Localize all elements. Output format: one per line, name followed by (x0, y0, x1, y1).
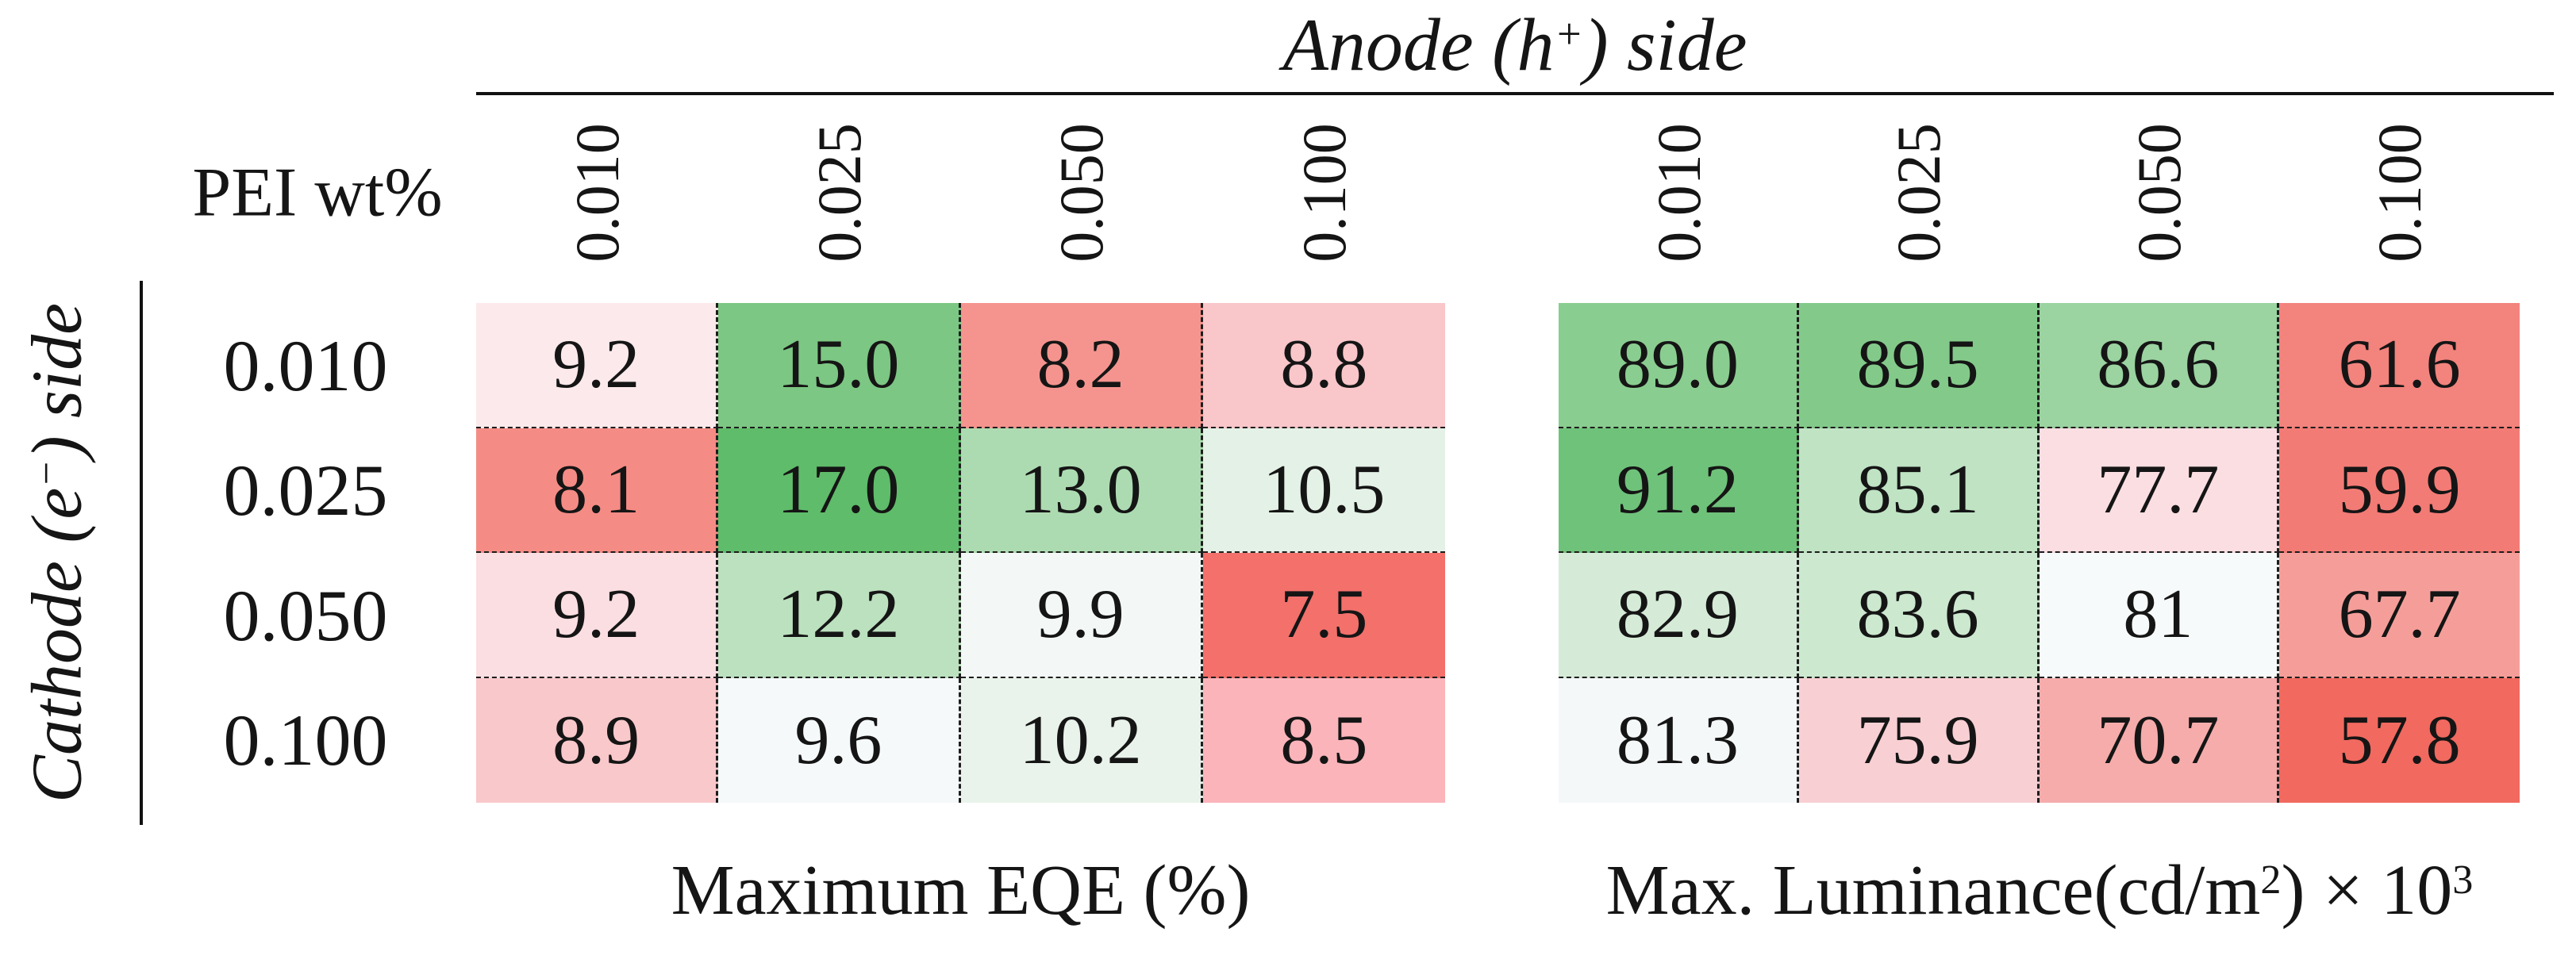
column-header-0.050: 0.050 (961, 113, 1203, 272)
heatmap-cell: 61.6 (2279, 303, 2520, 428)
heatmap-cell: 89.0 (1559, 303, 1799, 428)
superscript-text: + (1554, 9, 1584, 58)
column-header-0.100: 0.100 (1203, 113, 1445, 272)
column-header-label: 0.100 (2364, 123, 2434, 263)
row-header-0.010: 0.010 (223, 324, 388, 406)
row-header-0.025: 0.025 (223, 450, 388, 531)
right-heatmap-caption: Max. Luminance(cd/m2) × 103 (1540, 855, 2539, 926)
text-part: Cathode (e (17, 487, 97, 804)
heatmap-cell: 81 (2039, 553, 2280, 678)
heatmap-cell: 8.2 (960, 303, 1203, 428)
heatmap-cell: 8.5 (1202, 677, 1445, 803)
text-part: Anode (h (1282, 4, 1555, 86)
heatmap-cell: 70.7 (2039, 677, 2280, 803)
pei-wt-percent-label: PEI wt% (192, 154, 443, 232)
heatmap-cell: 91.2 (1559, 428, 1799, 553)
column-header-0.050: 0.050 (2040, 113, 2280, 272)
heatmap-cell: 83.6 (1798, 553, 2040, 678)
column-header-label: 0.025 (1884, 123, 1954, 263)
heatmap-cell: 9.9 (960, 553, 1203, 678)
left-heatmap-caption: Maximum EQE (%) (671, 851, 1251, 930)
heatmap-cell: 77.7 (2039, 428, 2280, 553)
heatmap-cell: 89.5 (1798, 303, 2040, 428)
heatmap-cell: 9.6 (718, 677, 961, 803)
text-part: ) × 10 (2281, 851, 2453, 930)
heatmap-cell: 9.2 (476, 303, 719, 428)
heatmap-cell: 9.2 (476, 553, 719, 678)
row-header-0.100: 0.100 (223, 700, 388, 781)
column-header-label: 0.010 (1644, 123, 1713, 263)
row-header-0.050: 0.050 (223, 574, 388, 656)
heatmap-cell: 17.0 (718, 428, 961, 553)
text-part: ) side (17, 302, 97, 460)
heatmap-cell: 8.1 (476, 428, 719, 553)
heatmap-cell: 13.0 (960, 428, 1203, 553)
heatmap-cell: 67.7 (2279, 553, 2520, 678)
heatmap-cell: 10.5 (1202, 428, 1445, 553)
superscript-text: − (23, 459, 70, 488)
heatmap-cell: 15.0 (718, 303, 961, 428)
anode-side-axis-title: Anode (h+) side (476, 6, 2554, 85)
superscript-text: 3 (2452, 856, 2474, 903)
heatmap-cell: 7.5 (1202, 553, 1445, 678)
heatmap-cell: 82.9 (1559, 553, 1799, 678)
top-axis-rule (476, 92, 2554, 95)
heatmap-cell: 12.2 (718, 553, 961, 678)
heatmap-eqe: 9.2 15.0 8.2 8.8 8.1 17.0 13.0 10.5 9.2 12.2 9.9 7.… (476, 303, 1445, 803)
heatmap-luminance: 89.0 89.5 86.6 61.6 91.2 85.1 77.7 59.9 82.9 83.6… (1559, 303, 2520, 803)
heatmap-cell: 75.9 (1798, 677, 2040, 803)
superscript-text: 2 (2260, 856, 2282, 903)
column-header-label: 0.010 (562, 123, 632, 263)
right-heatmap-column-headers: 0.010 0.025 0.050 0.100 (1559, 113, 2520, 272)
column-header-label: 0.050 (1047, 123, 1117, 263)
heatmap-cell: 81.3 (1559, 677, 1799, 803)
heatmap-cell: 10.2 (960, 677, 1203, 803)
column-header-label: 0.050 (2124, 123, 2193, 263)
column-header-0.100: 0.100 (2279, 113, 2520, 272)
text-part: ) side (1583, 4, 1747, 86)
column-header-label: 0.100 (1289, 123, 1359, 263)
heatmap-cell: 59.9 (2279, 428, 2520, 553)
heatmap-cell: 85.1 (1798, 428, 2040, 553)
heatmap-cell: 86.6 (2039, 303, 2280, 428)
heatmap-cell: 8.8 (1202, 303, 1445, 428)
column-header-0.010: 0.010 (1559, 113, 1799, 272)
text-part: Max. Luminance(cd/m (1605, 851, 2261, 930)
heatmap-cell: 8.9 (476, 677, 719, 803)
row-header-labels: 0.010 0.025 0.050 0.100 (183, 303, 429, 803)
column-header-0.025: 0.025 (718, 113, 960, 272)
cathode-side-axis-title-text: Cathode (e−) side (17, 303, 98, 803)
heatmap-cell: 57.8 (2279, 677, 2520, 803)
column-header-label: 0.025 (804, 123, 874, 263)
left-heatmap-column-headers: 0.010 0.025 0.050 0.100 (476, 113, 1445, 272)
left-axis-rule (140, 281, 143, 825)
column-header-0.025: 0.025 (1799, 113, 2040, 272)
column-header-0.010: 0.010 (476, 113, 718, 272)
